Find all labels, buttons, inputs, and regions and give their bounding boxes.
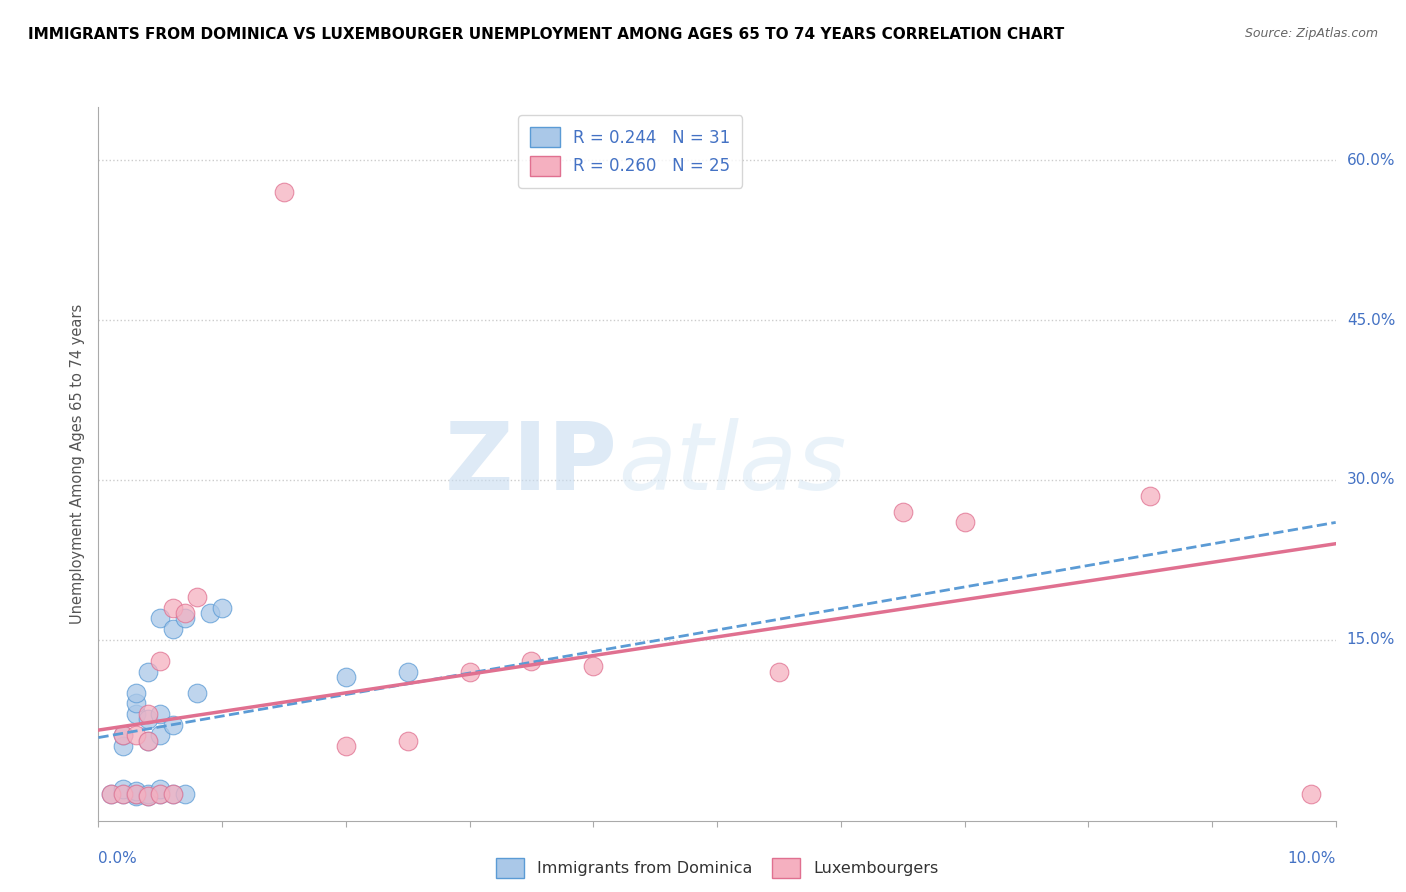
Text: 30.0%: 30.0% [1347, 473, 1395, 487]
Point [891, 505, 914, 519]
Point [149, 707, 172, 722]
Point [124, 784, 146, 798]
Text: 10.0%: 10.0% [1288, 851, 1336, 866]
Text: atlas: atlas [619, 418, 846, 509]
Point [112, 728, 135, 742]
Point [149, 787, 172, 801]
Point [162, 622, 184, 636]
Y-axis label: Unemployment Among Ages 65 to 74 years: Unemployment Among Ages 65 to 74 years [70, 303, 86, 624]
Point [162, 718, 184, 732]
Point [149, 728, 172, 742]
Text: IMMIGRANTS FROM DOMINICA VS LUXEMBOURGER UNEMPLOYMENT AMONG AGES 65 TO 74 YEARS : IMMIGRANTS FROM DOMINICA VS LUXEMBOURGER… [28, 27, 1064, 42]
Text: 15.0%: 15.0% [1347, 632, 1395, 647]
Point [112, 781, 135, 796]
Text: 60.0%: 60.0% [1347, 153, 1395, 168]
Point [149, 611, 172, 625]
Point [162, 787, 184, 801]
Point [124, 787, 146, 801]
Point [174, 611, 197, 625]
Point [149, 787, 172, 801]
Point [124, 787, 146, 801]
Point [149, 781, 172, 796]
Point [1299, 787, 1322, 801]
Point [768, 665, 790, 679]
Point [112, 787, 135, 801]
Point [1139, 489, 1161, 503]
Point [335, 739, 357, 753]
Point [273, 186, 295, 200]
Legend: Immigrants from Dominica, Luxembourgers: Immigrants from Dominica, Luxembourgers [489, 852, 945, 884]
Point [136, 733, 159, 747]
Point [124, 707, 146, 722]
Point [112, 787, 135, 801]
Point [136, 665, 159, 679]
Text: ZIP: ZIP [446, 417, 619, 510]
Point [136, 787, 159, 801]
Point [124, 697, 146, 711]
Point [211, 600, 233, 615]
Point [100, 787, 122, 801]
Point [186, 686, 208, 700]
Point [335, 670, 357, 684]
Point [174, 787, 197, 801]
Point [520, 654, 543, 668]
Point [124, 728, 146, 742]
Point [136, 707, 159, 722]
Text: 45.0%: 45.0% [1347, 312, 1395, 327]
Point [186, 590, 208, 604]
Point [953, 516, 976, 530]
Point [396, 733, 419, 747]
Point [396, 665, 419, 679]
Point [112, 728, 135, 742]
Point [582, 659, 605, 673]
Point [136, 789, 159, 804]
Point [112, 739, 135, 753]
Point [136, 733, 159, 747]
Point [162, 787, 184, 801]
Point [124, 686, 146, 700]
Point [136, 713, 159, 727]
Text: Source: ZipAtlas.com: Source: ZipAtlas.com [1244, 27, 1378, 40]
Point [149, 654, 172, 668]
Point [198, 606, 221, 620]
Point [124, 789, 146, 804]
Point [162, 600, 184, 615]
Text: 0.0%: 0.0% [98, 851, 138, 866]
Point [458, 665, 481, 679]
Point [174, 606, 197, 620]
Point [100, 787, 122, 801]
Point [136, 789, 159, 804]
